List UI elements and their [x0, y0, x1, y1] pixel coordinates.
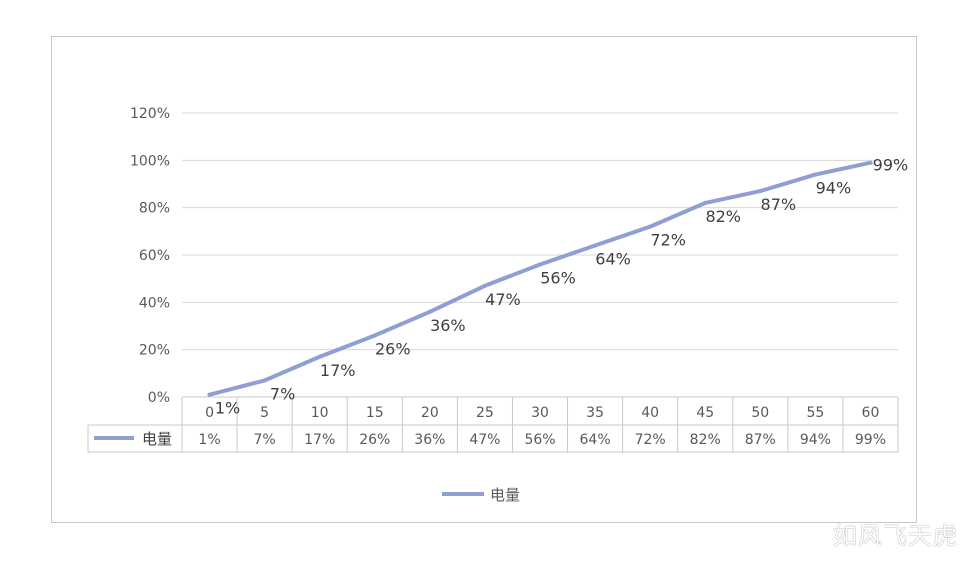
- x-tick-label: 0: [205, 405, 214, 421]
- table-cell-value: 1%: [198, 432, 220, 448]
- data-label: 72%: [650, 231, 686, 250]
- data-label: 94%: [816, 179, 852, 198]
- x-tick-label: 10: [311, 405, 329, 421]
- table-cell-value: 82%: [690, 432, 721, 448]
- legend-label: 电量: [490, 486, 520, 504]
- table-cell-value: 56%: [524, 432, 555, 448]
- x-tick-label: 45: [696, 405, 714, 421]
- table-series-name: 电量: [142, 430, 172, 448]
- x-tick-label: 50: [751, 405, 769, 421]
- data-label: 64%: [595, 250, 631, 269]
- data-point: [482, 283, 487, 288]
- x-tick-label: 15: [366, 405, 384, 421]
- table-cell-value: 99%: [855, 432, 886, 448]
- data-label: 26%: [375, 339, 411, 358]
- table-cell-value: 36%: [414, 432, 445, 448]
- data-label: 7%: [270, 384, 295, 403]
- data-point: [813, 172, 818, 177]
- table-cell-value: 17%: [304, 432, 335, 448]
- data-label: 56%: [540, 268, 576, 287]
- table-cell-value: 7%: [254, 432, 276, 448]
- chart-frame: [51, 36, 917, 523]
- data-label: 87%: [761, 195, 797, 214]
- data-point: [703, 200, 708, 205]
- data-point: [262, 378, 267, 383]
- table-cell-value: 47%: [469, 432, 500, 448]
- x-tick-label: 55: [806, 405, 824, 421]
- data-point: [758, 189, 763, 194]
- table-cell-value: 26%: [359, 432, 390, 448]
- table-cell-value: 94%: [800, 432, 831, 448]
- x-tick-label: 5: [260, 405, 269, 421]
- x-tick-label: 25: [476, 405, 494, 421]
- y-tick-label: 0%: [148, 390, 170, 406]
- x-tick-label: 60: [862, 405, 880, 421]
- data-label: 17%: [320, 361, 356, 380]
- y-tick-label: 80%: [139, 201, 170, 217]
- y-tick-label: 120%: [130, 106, 170, 122]
- x-tick-label: 40: [641, 405, 659, 421]
- y-tick-label: 100%: [130, 153, 170, 169]
- data-label: 82%: [705, 207, 741, 226]
- x-tick-label: 20: [421, 405, 439, 421]
- data-label: 99%: [873, 156, 909, 175]
- data-point: [427, 309, 432, 314]
- data-point: [317, 354, 322, 359]
- data-label: 1%: [215, 399, 240, 418]
- watermark: 如风飞天虎: [833, 522, 958, 550]
- data-point: [372, 333, 377, 338]
- y-tick-label: 40%: [139, 295, 170, 311]
- data-label: 36%: [430, 316, 466, 335]
- data-point: [207, 392, 212, 397]
- x-tick-label: 30: [531, 405, 549, 421]
- table-cell-value: 64%: [580, 432, 611, 448]
- data-point: [868, 160, 873, 165]
- data-point: [538, 262, 542, 267]
- data-label: 47%: [485, 290, 521, 309]
- data-point: [648, 224, 653, 229]
- x-tick-label: 35: [586, 405, 604, 421]
- table-cell-value: 72%: [635, 432, 666, 448]
- table-cell-value: 87%: [745, 432, 776, 448]
- y-tick-label: 60%: [139, 248, 170, 264]
- data-point: [593, 243, 598, 248]
- y-tick-label: 20%: [139, 343, 170, 359]
